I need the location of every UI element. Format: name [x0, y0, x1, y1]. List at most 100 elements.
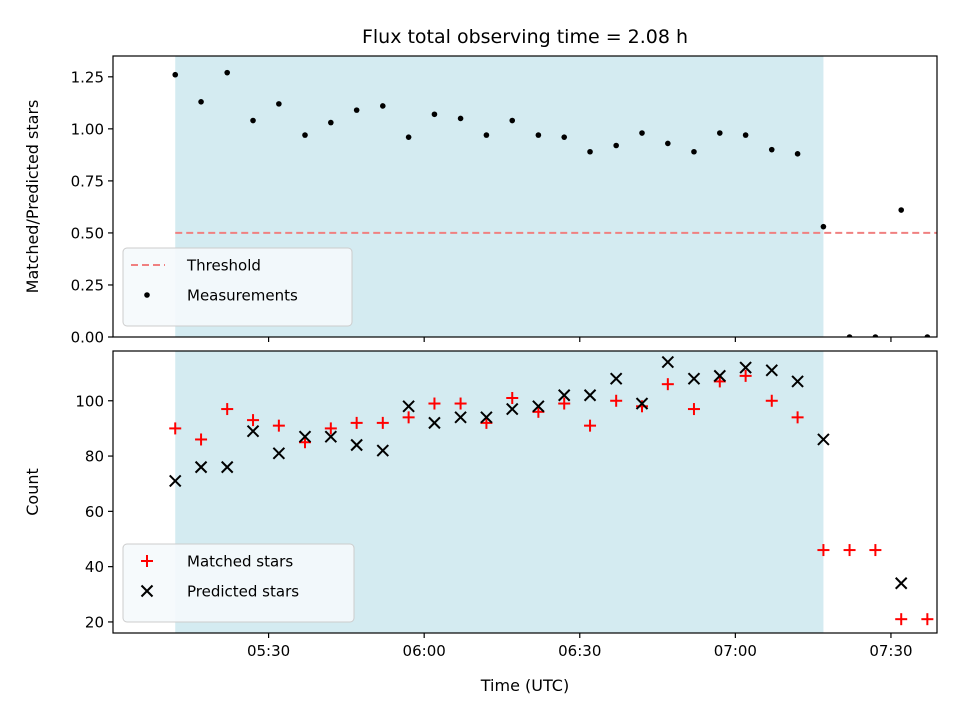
data-point	[221, 403, 234, 416]
data-point	[898, 207, 905, 213]
data-point	[272, 419, 285, 432]
data-point	[405, 134, 412, 140]
data-point	[483, 132, 490, 138]
data-point	[924, 334, 931, 337]
data-point	[298, 430, 312, 443]
legend-box	[122, 247, 353, 327]
y-tick-label: 60	[85, 503, 104, 521]
data-point	[635, 397, 649, 410]
x-axis-label: Time (UTC)	[480, 676, 569, 695]
legend-box	[122, 543, 355, 623]
legend-label: Threshold	[186, 257, 261, 275]
data-point	[895, 613, 908, 626]
data-point	[480, 411, 493, 424]
data-point	[247, 414, 260, 427]
data-point	[713, 375, 726, 388]
data-point	[558, 389, 571, 402]
ratio-panel: 0.00 0.25 0.50 0.75 1.00 1.25 Matched/Predicte…	[23, 55, 938, 347]
data-point	[609, 372, 623, 385]
data-point	[535, 132, 542, 138]
data-point	[457, 115, 464, 122]
data-point	[169, 422, 182, 435]
legend-swatch	[141, 555, 153, 567]
y-tick-label: 1.25	[71, 68, 104, 86]
data-point	[350, 416, 363, 429]
data-point	[817, 433, 830, 446]
y-tick-label: 0.50	[71, 224, 104, 242]
data-point	[376, 444, 389, 457]
data-point	[587, 148, 593, 155]
data-point	[532, 405, 545, 418]
data-point	[713, 369, 727, 383]
data-point	[324, 422, 337, 435]
data-point	[272, 447, 286, 460]
y-tick-label: 0.00	[71, 329, 104, 347]
data-point	[869, 544, 882, 557]
data-point	[454, 397, 467, 410]
legend-swatch	[140, 584, 154, 598]
y-tick-label: 0.25	[71, 276, 104, 294]
y-tick-label: 0.75	[71, 172, 104, 190]
data-point	[350, 438, 363, 452]
data-point	[276, 101, 282, 107]
series-dot	[172, 69, 931, 337]
series-plus	[169, 369, 934, 626]
data-point	[324, 430, 338, 443]
y-tick-label: 20	[85, 613, 104, 631]
data-point	[584, 419, 597, 432]
data-point	[250, 117, 256, 124]
data-point	[794, 151, 801, 157]
count-panel: 20 40 60 80 100 05:30 06:00 06:30 07:00 07:30 Coun…	[23, 350, 938, 660]
y-tick-label: 100	[75, 392, 104, 410]
x-tick-label: 06:30	[558, 642, 601, 660]
data-point	[194, 460, 208, 474]
data-point	[353, 107, 360, 113]
data-point	[895, 577, 908, 590]
chart-title: Flux total observing time = 2.08 h	[362, 26, 688, 48]
data-point	[220, 460, 234, 474]
data-point	[224, 69, 231, 76]
legend-label: Predicted stars	[187, 583, 299, 601]
legend: Threshold Measurements	[122, 247, 353, 327]
data-point	[742, 132, 749, 138]
data-point	[532, 400, 545, 413]
data-point	[480, 416, 493, 429]
data-point	[739, 361, 752, 374]
plot-area	[169, 355, 934, 626]
data-point	[765, 364, 778, 377]
data-point	[687, 372, 701, 385]
x-tick-label: 07:30	[869, 642, 912, 660]
data-point	[506, 392, 519, 404]
data-point	[691, 148, 697, 155]
data-point	[506, 402, 519, 416]
y-tick-label: 40	[85, 558, 104, 576]
data-point	[302, 132, 308, 138]
legend-label: Matched stars	[187, 553, 293, 571]
plot-area	[172, 69, 937, 337]
data-point	[665, 140, 671, 147]
data-point	[687, 403, 700, 416]
legend-swatch	[144, 292, 150, 298]
data-point	[172, 71, 179, 78]
data-point	[716, 130, 723, 136]
y-axis-label: Matched/Predicted stars	[23, 100, 42, 294]
x-tick-label: 06:00	[403, 642, 446, 660]
data-point	[246, 424, 260, 438]
x-tick-label: 05:30	[247, 642, 290, 660]
data-point	[610, 394, 623, 407]
series-x	[169, 355, 908, 590]
data-point	[328, 119, 334, 126]
data-point	[791, 411, 804, 424]
data-point	[402, 400, 415, 413]
data-point	[739, 369, 752, 382]
data-point	[376, 416, 389, 429]
data-point	[661, 355, 675, 369]
data-point	[198, 98, 204, 105]
data-point	[613, 142, 619, 149]
data-point	[402, 411, 415, 424]
data-point	[298, 436, 311, 449]
data-point	[195, 433, 208, 446]
data-point	[454, 411, 467, 424]
legend-label: Measurements	[187, 287, 298, 305]
